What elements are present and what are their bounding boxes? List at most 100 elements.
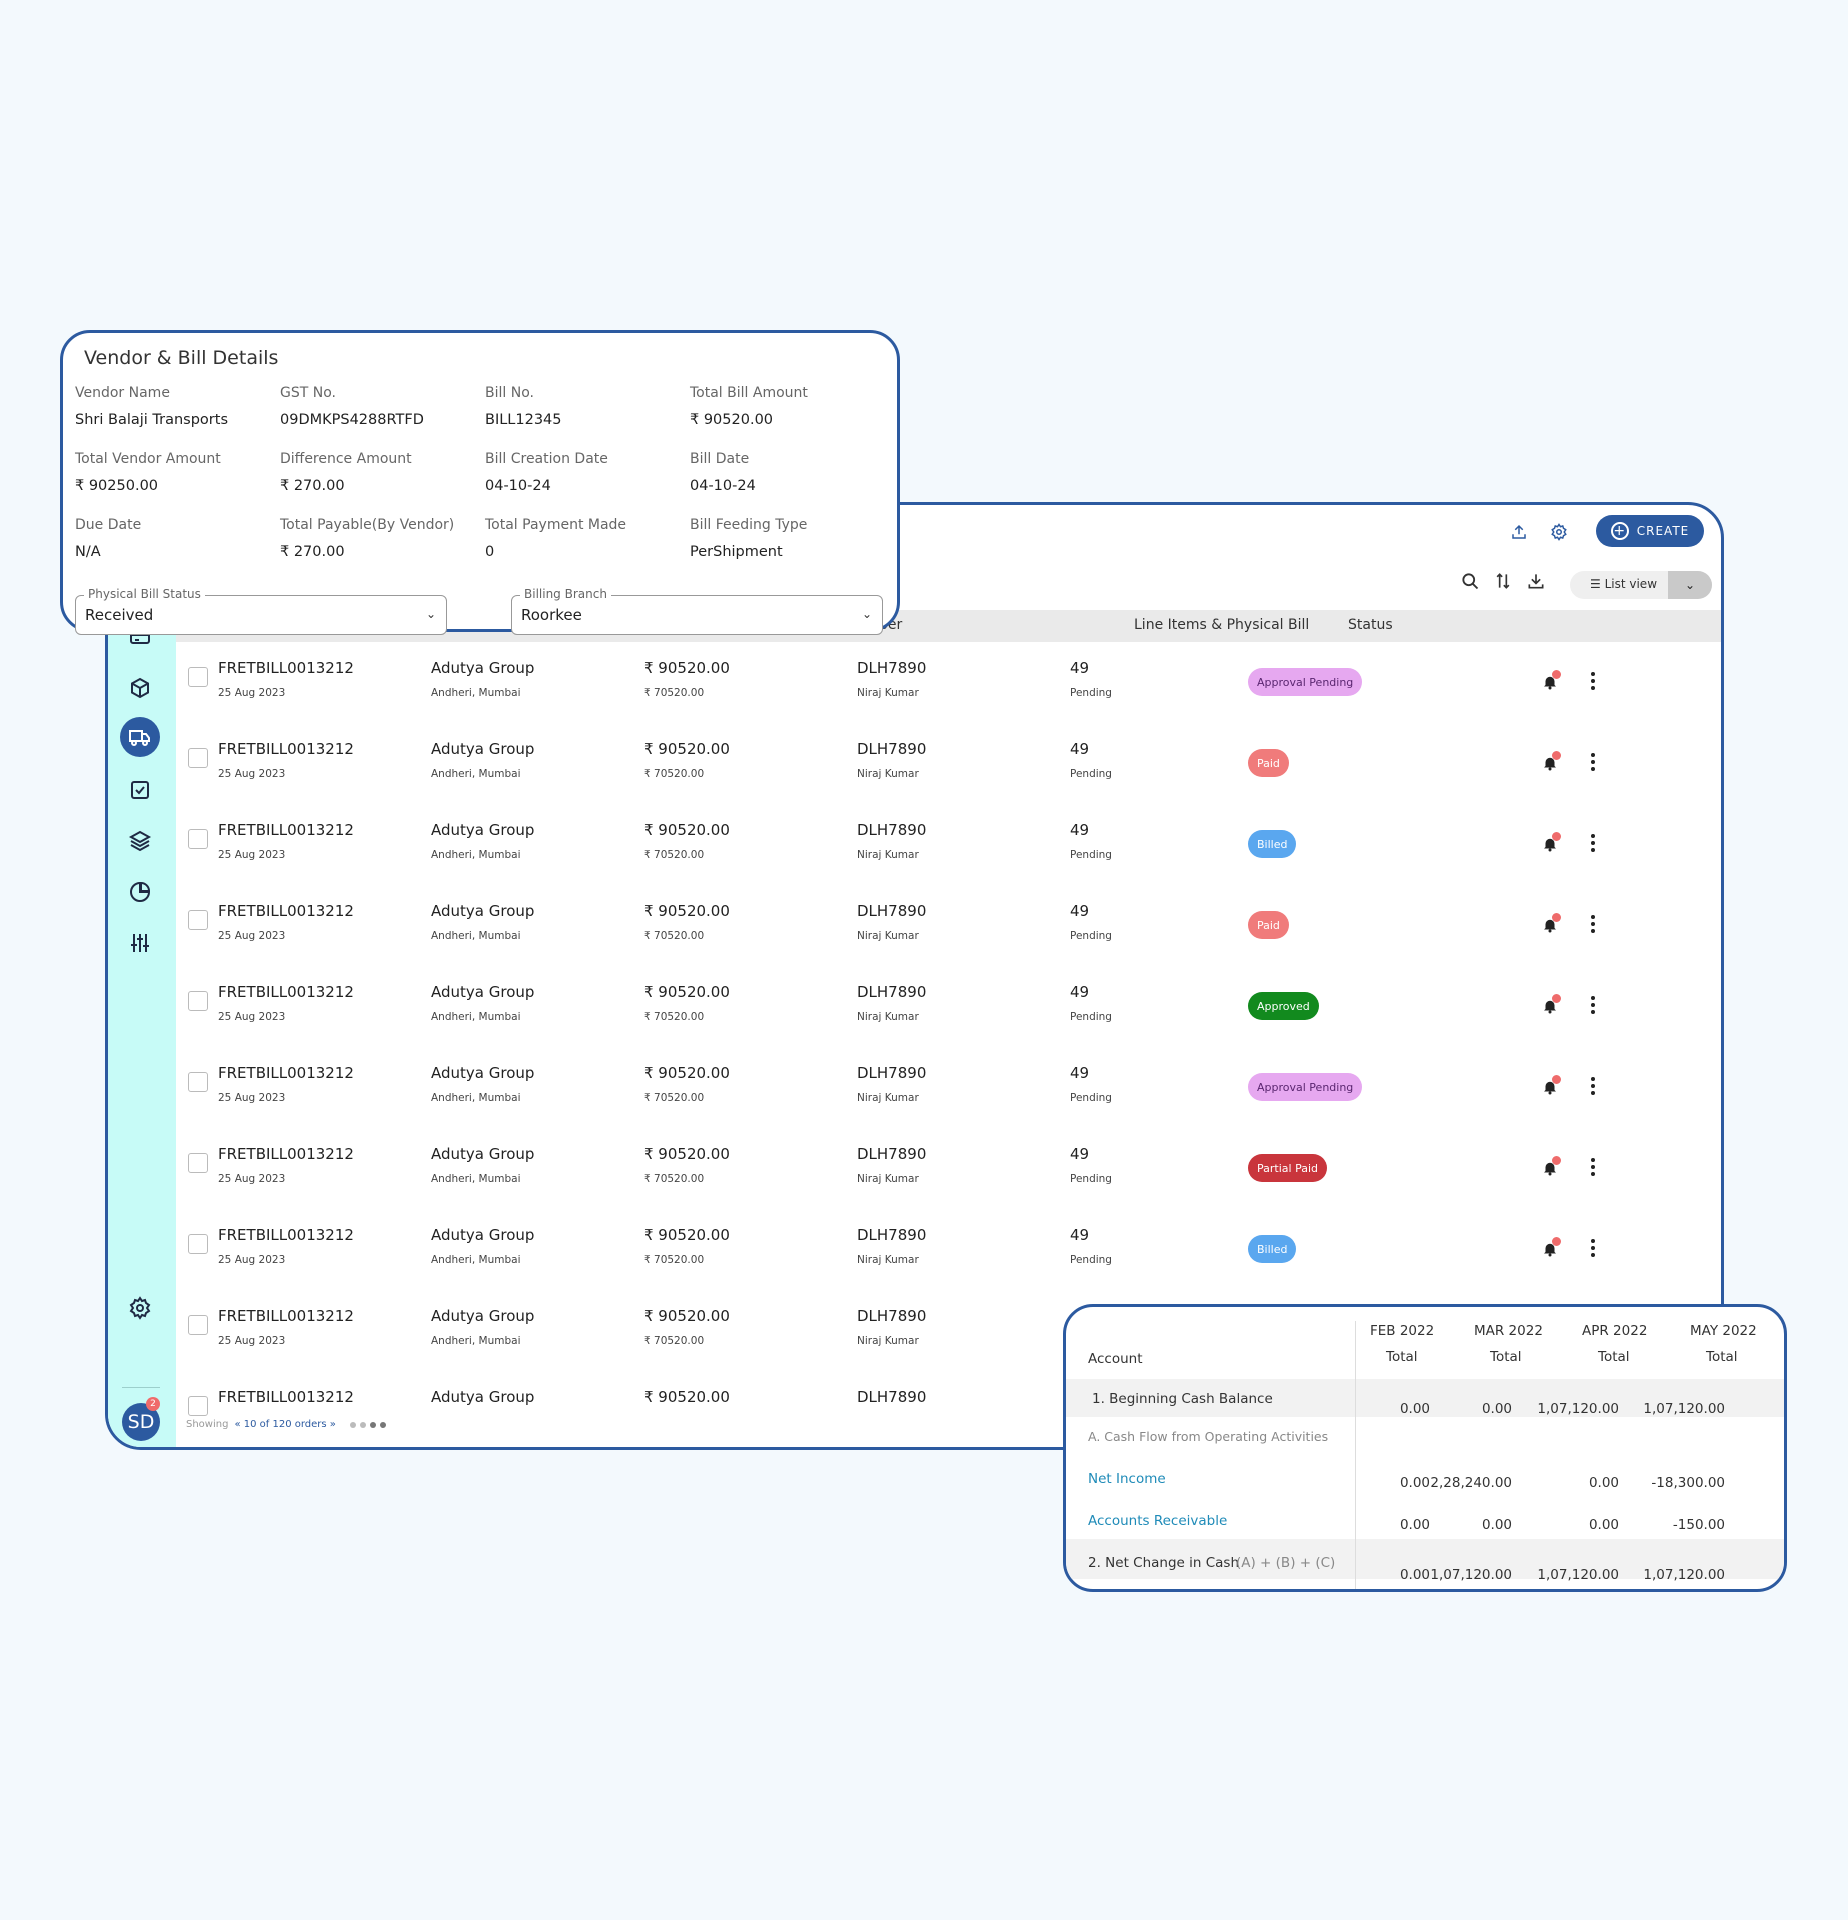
row-checkbox[interactable] xyxy=(188,1234,208,1254)
row-checkbox[interactable] xyxy=(188,748,208,768)
box-icon[interactable] xyxy=(120,668,160,708)
upload-icon[interactable] xyxy=(1508,521,1530,543)
row-checkbox[interactable] xyxy=(188,910,208,930)
bill-date: 25 Aug 2023 xyxy=(218,1254,286,1266)
layers-icon[interactable] xyxy=(120,821,160,861)
billing-branch-select[interactable]: Billing Branch Roorkee ⌄ xyxy=(511,587,883,635)
notification-dot xyxy=(1552,913,1561,922)
row-checkbox[interactable] xyxy=(188,1072,208,1092)
bill-id: FRETBILL0013212 xyxy=(218,902,354,920)
notification-dot xyxy=(1552,1156,1561,1165)
sub-amount: ₹ 70520.00 xyxy=(644,1173,705,1185)
account-row-suffix: (A) + (B) + (C) xyxy=(1236,1555,1336,1571)
account-value: 1,07,120.00 xyxy=(1643,1567,1725,1583)
account-row-label: 2. Net Change in Cash xyxy=(1088,1555,1240,1571)
sort-icon[interactable] xyxy=(1491,569,1515,593)
sub-amount: ₹ 70520.00 xyxy=(644,1092,705,1104)
bill-date: 25 Aug 2023 xyxy=(218,1173,286,1185)
notification-dot xyxy=(1552,994,1561,1003)
more-options-icon[interactable] xyxy=(1583,833,1603,853)
line-items-count: 49 xyxy=(1070,821,1090,839)
bell-icon[interactable] xyxy=(1541,1240,1559,1258)
row-checkbox[interactable] xyxy=(188,1396,208,1416)
field-value: BILL12345 xyxy=(485,412,562,428)
more-options-icon[interactable] xyxy=(1583,995,1603,1015)
field-label: Vendor Name xyxy=(75,385,170,401)
field-label: Difference Amount xyxy=(280,451,412,467)
bill-amount: ₹ 90520.00 xyxy=(644,983,730,1001)
account-value: 1,07,120.00 xyxy=(1643,1401,1725,1417)
field-value: Shri Balaji Transports xyxy=(75,412,229,428)
month-header: MAY 2022 xyxy=(1690,1323,1757,1339)
more-options-icon[interactable] xyxy=(1583,752,1603,772)
column-header-line-items: Line Items & Physical Bill xyxy=(1134,617,1310,633)
sidebar-divider xyxy=(122,1387,160,1388)
more-options-icon[interactable] xyxy=(1583,1238,1603,1258)
field-label: Total Bill Amount xyxy=(690,385,808,401)
vehicle-number: DLH7890 xyxy=(857,659,927,677)
bell-icon[interactable] xyxy=(1541,673,1559,691)
driver-name: Niraj Kumar xyxy=(857,930,919,942)
bell-icon[interactable] xyxy=(1541,997,1559,1015)
bill-date: 25 Aug 2023 xyxy=(218,768,286,780)
bill-date: 25 Aug 2023 xyxy=(218,687,286,699)
row-checkbox[interactable] xyxy=(188,1153,208,1173)
bill-amount: ₹ 90520.00 xyxy=(644,1307,730,1325)
bell-icon[interactable] xyxy=(1541,916,1559,934)
truck-icon[interactable] xyxy=(120,717,160,757)
more-options-icon[interactable] xyxy=(1583,914,1603,934)
field-label: Bill Creation Date xyxy=(485,451,608,467)
sliders-icon[interactable] xyxy=(120,923,160,963)
row-checkbox[interactable] xyxy=(188,1315,208,1335)
account-row-label: A. Cash Flow from Operating Activities xyxy=(1088,1429,1329,1444)
page-dots[interactable] xyxy=(349,1421,386,1428)
bill-id: FRETBILL0013212 xyxy=(218,983,354,1001)
create-button[interactable]: + CREATE xyxy=(1596,515,1704,547)
vendor-bill-details-card: Vendor & Bill Details Vendor Name Shri Ba… xyxy=(60,330,900,635)
select-value: Received xyxy=(85,606,154,624)
gear-icon[interactable] xyxy=(120,1288,160,1328)
account-value: 0.00 xyxy=(1399,1401,1430,1417)
chevron-down-icon[interactable]: ⌄ xyxy=(1668,571,1712,599)
vendor-name: Adutya Group xyxy=(431,821,535,839)
bell-icon[interactable] xyxy=(1541,1159,1559,1177)
more-options-icon[interactable] xyxy=(1583,1157,1603,1177)
download-icon[interactable] xyxy=(1524,569,1548,593)
physical-bill-status-select[interactable]: Physical Bill Status Received ⌄ xyxy=(75,587,447,635)
row-checkbox[interactable] xyxy=(188,667,208,687)
bill-date: 25 Aug 2023 xyxy=(218,1335,286,1347)
more-options-icon[interactable] xyxy=(1583,671,1603,691)
total-label: Total xyxy=(1706,1349,1738,1365)
field-value: ₹ 90520.00 xyxy=(690,412,774,428)
more-options-icon[interactable] xyxy=(1583,1076,1603,1096)
settings-gear-icon[interactable] xyxy=(1548,521,1570,543)
row-checkbox[interactable] xyxy=(188,991,208,1011)
field-value: PerShipment xyxy=(690,544,783,560)
month-header: FEB 2022 xyxy=(1370,1323,1435,1339)
account-value: 0.00 xyxy=(1588,1475,1619,1491)
pagination-info[interactable]: « 10 of 120 orders » xyxy=(234,1419,336,1430)
field-value: 04-10-24 xyxy=(485,478,551,494)
vendor-name: Adutya Group xyxy=(431,983,535,1001)
view-toggle[interactable]: ☰ List view ⌄ xyxy=(1570,571,1712,599)
bell-icon[interactable] xyxy=(1541,754,1559,772)
physical-bill-status: Pending xyxy=(1070,1092,1112,1104)
pie-chart-icon[interactable] xyxy=(120,872,160,912)
bell-icon[interactable] xyxy=(1541,1078,1559,1096)
sub-amount: ₹ 70520.00 xyxy=(644,1335,705,1347)
field-value: ₹ 270.00 xyxy=(280,478,345,494)
account-value: 0.00 xyxy=(1399,1475,1430,1491)
bell-icon[interactable] xyxy=(1541,835,1559,853)
checkbox-icon[interactable] xyxy=(120,770,160,810)
physical-bill-status: Pending xyxy=(1070,1254,1112,1266)
physical-bill-status: Pending xyxy=(1070,1173,1112,1185)
total-label: Total xyxy=(1598,1349,1630,1365)
field-value: 09DMKPS4288RTFD xyxy=(280,412,424,428)
search-icon[interactable] xyxy=(1458,569,1482,593)
vendor-name: Adutya Group xyxy=(431,902,535,920)
chevron-down-icon: ⌄ xyxy=(861,607,872,621)
bill-id: FRETBILL0013212 xyxy=(218,1064,354,1082)
row-checkbox[interactable] xyxy=(188,829,208,849)
line-items-count: 49 xyxy=(1070,902,1090,920)
field-value: ₹ 270.00 xyxy=(280,544,345,560)
